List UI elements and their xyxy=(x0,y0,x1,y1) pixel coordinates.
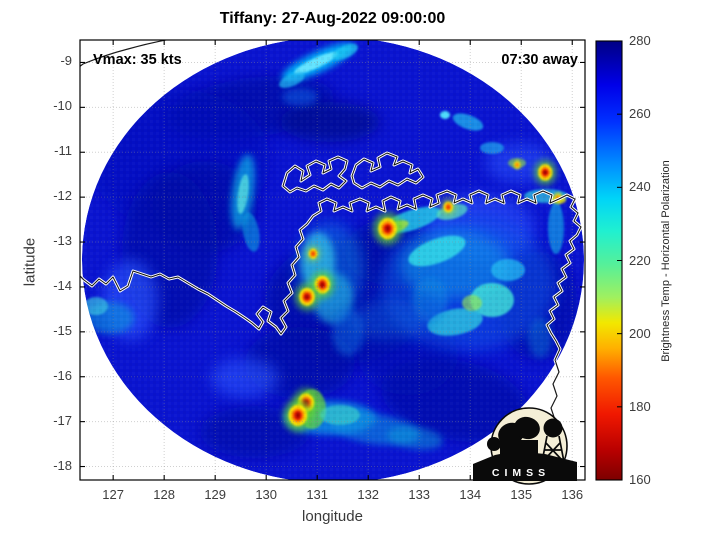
brightness-temp-swath xyxy=(82,40,584,480)
vmax-annotation: Vmax: 35 kts xyxy=(93,52,182,68)
x-tick-label: 129 xyxy=(204,487,227,502)
colorbar-tick-label: 280 xyxy=(629,33,651,48)
x-tick-label: 130 xyxy=(255,487,278,502)
colorbar-tick-label: 220 xyxy=(629,252,651,268)
y-tick-label: -10 xyxy=(53,98,72,114)
grid-lines xyxy=(80,40,585,480)
colorbar-tick-label: 160 xyxy=(629,472,651,487)
colorbar-tick-marks xyxy=(617,113,622,408)
x-tick-label: 127 xyxy=(102,487,124,502)
y-tick-label: -18 xyxy=(53,457,72,473)
y-tick-label: -15 xyxy=(53,322,72,338)
plot-area xyxy=(80,40,585,480)
water-tower-legs xyxy=(541,435,565,463)
colorbar-tick-label: 260 xyxy=(629,106,651,122)
overpass-annotation: 07:30 away xyxy=(501,52,578,68)
x-tick-label: 134 xyxy=(459,487,482,502)
colorbar-tick-label: 180 xyxy=(629,398,651,414)
colorbar-tick-label: 240 xyxy=(629,179,651,195)
y-tick-label: -14 xyxy=(53,277,72,293)
cimss-logo: CIMSS xyxy=(473,407,577,485)
x-tick-label: 132 xyxy=(357,487,380,502)
y-tick-label: -12 xyxy=(53,188,72,204)
y-tick-label: -16 xyxy=(53,367,72,383)
colorbar xyxy=(595,40,623,481)
x-tick-label: 135 xyxy=(510,487,533,502)
axes-frame xyxy=(79,39,586,481)
colorbar-tick-label: 200 xyxy=(629,325,651,341)
x-tick-label: 136 xyxy=(561,487,584,502)
cimss-logo-text: CIMSS xyxy=(492,467,550,479)
x-tick-label: 128 xyxy=(153,487,175,502)
x-tick-label: 133 xyxy=(408,487,431,502)
y-tick-label: -13 xyxy=(53,233,72,249)
timor-coastline xyxy=(80,40,169,67)
y-tick-label: -17 xyxy=(53,412,72,428)
x-axis-label: longitude xyxy=(302,508,363,525)
sensor-pixel-texture xyxy=(82,40,584,480)
y-tick-label: -11 xyxy=(54,143,72,159)
x-tick-label: 131 xyxy=(306,487,329,502)
coastline-outside-swath xyxy=(80,40,583,480)
y-tick-label: -9 xyxy=(60,53,72,69)
plot-title: Tiffany: 27-Aug-2022 09:00:00 xyxy=(219,10,446,27)
colorbar-label: Brightness Temp - Horizontal Polarizatio… xyxy=(660,160,672,362)
cimss-logo-banner xyxy=(473,451,577,481)
